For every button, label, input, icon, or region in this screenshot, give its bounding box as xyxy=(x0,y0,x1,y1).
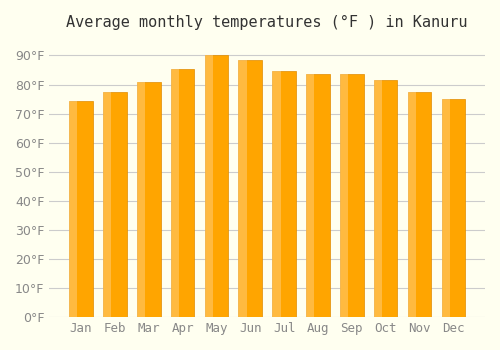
Bar xyxy=(238,60,262,317)
Bar xyxy=(69,100,78,317)
Bar xyxy=(204,55,229,317)
Bar xyxy=(442,99,465,317)
Title: Average monthly temperatures (°F ) in Kanuru: Average monthly temperatures (°F ) in Ka… xyxy=(66,15,468,30)
Bar xyxy=(374,80,398,317)
Bar xyxy=(69,100,93,317)
Bar xyxy=(306,74,314,317)
Bar xyxy=(408,92,416,317)
Bar xyxy=(272,71,280,317)
Bar xyxy=(306,74,330,317)
Bar xyxy=(103,92,126,317)
Bar xyxy=(272,71,296,317)
Bar xyxy=(137,82,145,317)
Bar xyxy=(340,74,348,317)
Bar xyxy=(137,82,160,317)
Bar xyxy=(204,55,213,317)
Bar xyxy=(408,92,432,317)
Bar xyxy=(170,69,194,317)
Bar xyxy=(442,99,450,317)
Bar xyxy=(374,80,382,317)
Bar xyxy=(103,92,112,317)
Bar xyxy=(170,69,179,317)
Bar xyxy=(340,74,363,317)
Bar xyxy=(238,60,246,317)
